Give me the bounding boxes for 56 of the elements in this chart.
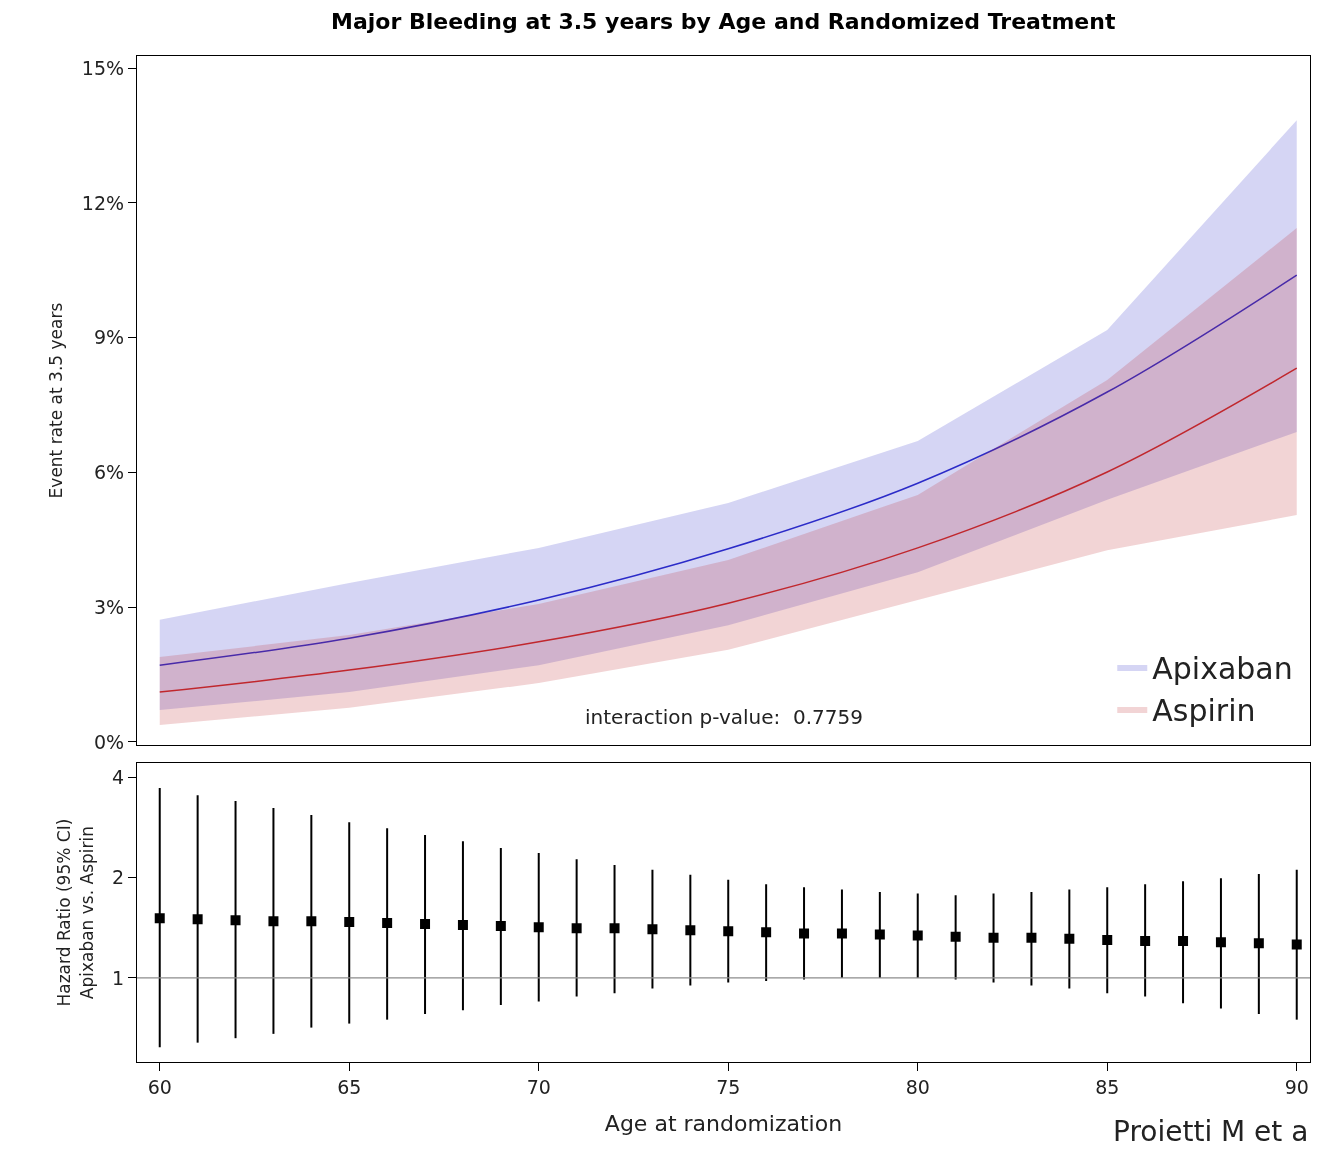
y-tick-label: 3% — [93, 595, 125, 618]
point — [344, 917, 355, 928]
y-tick-label: 1 — [112, 966, 125, 989]
point — [495, 921, 506, 932]
y-axis-title: Hazard Ratio (95% CI) Apixaban vs. Aspirin — [54, 818, 97, 1007]
point — [457, 920, 468, 931]
x-tick-label: 65 — [337, 1075, 362, 1098]
x-tick-label: 80 — [905, 1075, 930, 1098]
point — [1102, 934, 1113, 945]
y-tick-label: 2 — [112, 866, 125, 889]
point — [799, 928, 810, 939]
x-tick-label: 60 — [147, 1075, 172, 1098]
point — [306, 916, 317, 927]
y-tick-label: 0% — [93, 730, 125, 753]
y-axis-title: Event rate at 3.5 years — [46, 302, 67, 499]
point — [1253, 938, 1264, 949]
point — [685, 925, 696, 936]
point — [268, 916, 279, 927]
point — [912, 930, 923, 941]
point — [874, 929, 885, 940]
point — [192, 914, 203, 925]
point — [420, 919, 431, 930]
point — [1140, 936, 1151, 947]
y-tick-label: 4 — [112, 765, 125, 788]
point — [647, 924, 658, 935]
y-tick-label: 15% — [81, 56, 125, 79]
legend-label: Apixaban — [1152, 650, 1293, 686]
point — [154, 913, 165, 924]
x-tick-label: 90 — [1284, 1075, 1309, 1098]
point — [571, 923, 582, 934]
point — [950, 931, 961, 942]
point — [1026, 932, 1037, 943]
x-axis-title: Age at randomization — [604, 1110, 843, 1136]
point — [230, 915, 241, 926]
y-tick-label: 12% — [81, 191, 125, 214]
point — [609, 923, 620, 934]
text: Proietti M et a — [1113, 1115, 1309, 1148]
point — [382, 918, 393, 929]
legend-label: Aspirin — [1152, 692, 1256, 728]
y-tick-label: 9% — [93, 326, 125, 349]
point — [836, 928, 847, 939]
line-series — [158, 367, 1298, 693]
point — [533, 922, 544, 933]
x-tick-label: 85 — [1095, 1075, 1120, 1098]
chart-title: Major Bleeding at 3.5 years by Age and Randomized Treatment — [331, 9, 1116, 34]
point — [1215, 937, 1226, 948]
point — [1291, 939, 1302, 950]
point — [988, 932, 999, 943]
point — [1064, 933, 1075, 944]
x-tick-label: 70 — [526, 1075, 551, 1098]
point — [761, 927, 772, 938]
point — [1178, 936, 1189, 947]
annotation: interaction p-value: 0.7759 — [585, 705, 863, 729]
point — [723, 926, 734, 937]
y-tick-label: 6% — [93, 461, 125, 484]
x-tick-label: 75 — [716, 1075, 741, 1098]
